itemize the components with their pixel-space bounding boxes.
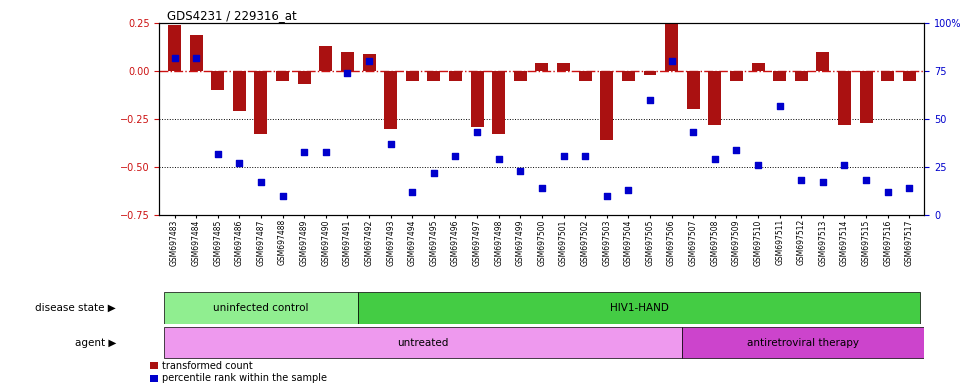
Point <box>448 152 464 159</box>
Point <box>513 168 528 174</box>
Point <box>837 162 852 168</box>
Bar <box>860 71 872 123</box>
Bar <box>687 71 699 109</box>
Point <box>880 189 895 195</box>
Point <box>901 185 917 191</box>
Point <box>383 141 398 147</box>
Text: antiretroviral therapy: antiretroviral therapy <box>748 338 860 348</box>
Bar <box>276 71 289 81</box>
Point <box>772 103 787 109</box>
Bar <box>212 71 224 90</box>
Point <box>188 55 204 61</box>
Bar <box>189 35 203 71</box>
Bar <box>449 71 462 81</box>
Bar <box>816 52 830 71</box>
Bar <box>163 293 358 324</box>
Text: untreated: untreated <box>397 338 449 348</box>
Point <box>275 193 291 199</box>
Point <box>340 70 355 76</box>
Bar <box>514 71 526 81</box>
Bar <box>254 71 268 134</box>
Point <box>642 97 658 103</box>
Bar <box>557 63 570 71</box>
Text: agent ▶: agent ▶ <box>74 338 116 348</box>
Bar <box>358 293 921 324</box>
Point <box>620 187 636 193</box>
Bar <box>150 362 158 369</box>
Bar <box>838 71 851 125</box>
Bar <box>881 71 895 81</box>
Point <box>405 189 420 195</box>
Point <box>253 179 269 185</box>
Bar <box>341 52 354 71</box>
Point <box>167 55 183 61</box>
Point <box>426 170 441 176</box>
Bar <box>622 71 635 81</box>
Bar <box>320 46 332 71</box>
Bar <box>233 71 245 111</box>
Bar <box>384 71 397 129</box>
Point <box>815 179 831 185</box>
Point <box>707 156 723 162</box>
Bar <box>730 71 743 81</box>
Bar <box>666 21 678 71</box>
Bar <box>535 63 549 71</box>
Point <box>210 151 225 157</box>
Bar <box>903 71 916 81</box>
Point <box>318 149 333 155</box>
Bar <box>682 327 924 358</box>
Text: HIV1-HAND: HIV1-HAND <box>610 303 668 313</box>
Point <box>728 147 744 153</box>
Bar <box>579 71 591 81</box>
Point <box>361 58 377 65</box>
Text: disease state ▶: disease state ▶ <box>35 303 116 313</box>
Point <box>686 129 701 136</box>
Bar <box>150 375 158 382</box>
Point <box>859 177 874 184</box>
Bar <box>493 71 505 134</box>
Bar <box>298 71 311 84</box>
Point <box>555 152 571 159</box>
Point <box>578 152 593 159</box>
Text: transformed count: transformed count <box>161 361 252 371</box>
Point <box>232 160 247 166</box>
Bar <box>643 71 657 75</box>
Bar <box>427 71 440 81</box>
Bar <box>168 25 181 71</box>
Bar <box>362 54 376 71</box>
Point <box>664 58 679 65</box>
Bar <box>406 71 418 81</box>
Point <box>751 162 766 168</box>
Point <box>534 185 550 191</box>
Bar <box>752 63 764 71</box>
Point <box>793 177 809 184</box>
Bar <box>708 71 722 125</box>
Text: GDS4231 / 229316_at: GDS4231 / 229316_at <box>167 9 297 22</box>
Bar <box>773 71 786 81</box>
Point <box>297 149 312 155</box>
Bar <box>163 327 682 358</box>
Point <box>469 129 485 136</box>
Text: uninfected control: uninfected control <box>213 303 309 313</box>
Bar <box>600 71 613 140</box>
Text: percentile rank within the sample: percentile rank within the sample <box>161 373 327 383</box>
Bar <box>470 71 484 127</box>
Point <box>491 156 506 162</box>
Bar <box>795 71 808 81</box>
Point <box>599 193 614 199</box>
